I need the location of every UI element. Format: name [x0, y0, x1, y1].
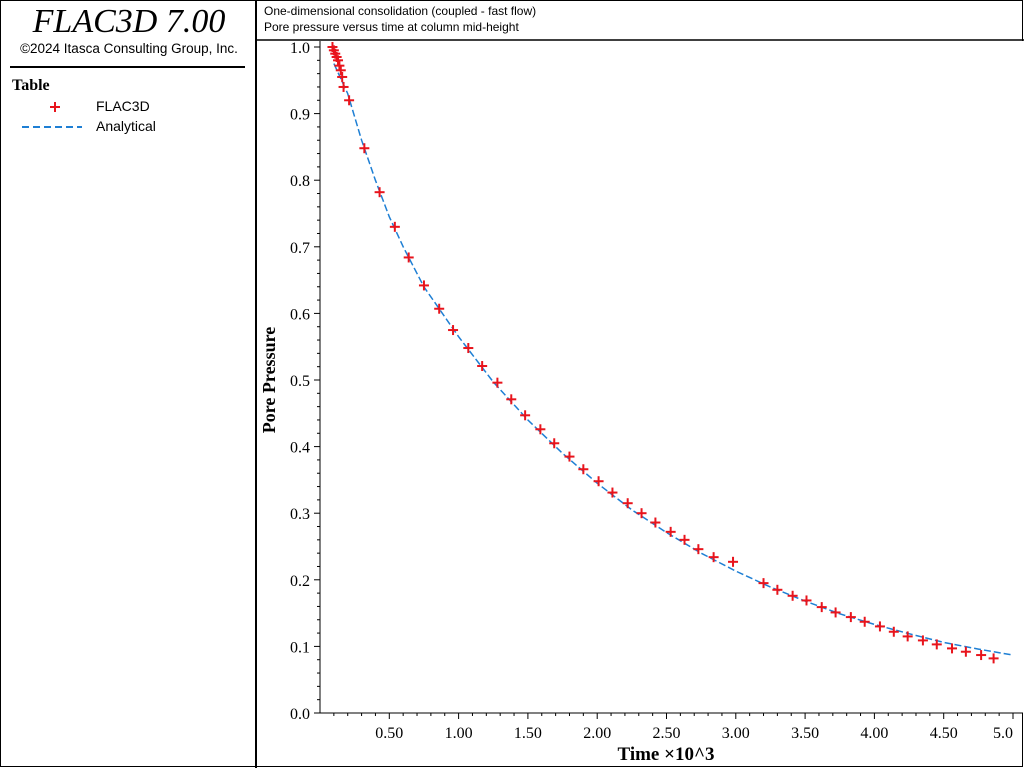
y-axis-title: Pore Pressure	[259, 327, 279, 433]
flac3d-data-point	[564, 451, 575, 462]
flac3d-data-point	[874, 621, 885, 632]
flac3d-data-point	[593, 476, 604, 487]
flac3d-data-point	[947, 643, 958, 654]
flac3d-data-point	[917, 635, 928, 646]
x-tick-label: 2.00	[583, 725, 611, 742]
y-tick-label: 0.7	[290, 240, 310, 257]
y-tick-label: 0.5	[290, 373, 310, 390]
flac3d-data-point	[728, 556, 739, 567]
flac3d-data-point	[448, 325, 459, 336]
flac3d-data-point	[988, 653, 999, 664]
y-tick-label: 0.8	[290, 173, 310, 190]
flac3d-data-point	[708, 552, 719, 563]
y-tick-label: 0.6	[290, 306, 310, 323]
chart-caption-line-1: One-dimensional consolidation (coupled -…	[264, 4, 537, 18]
y-tick-label: 0.9	[290, 107, 310, 124]
flac3d-data-point	[960, 646, 971, 657]
flac3d-data-point	[902, 631, 913, 642]
x-tick-label: 3.50	[791, 725, 819, 742]
app-title: FLAC3D 7.00	[32, 3, 226, 40]
flac3d-data-point	[335, 65, 346, 76]
plot-area: 0.0 0.1 0.2 0.3 0.4 0.5 0.6 0.7 0.8 0.9 1.0 0.50 1.…	[290, 40, 1023, 742]
flac3d-data-point	[403, 252, 414, 263]
flac3d-data-point	[679, 534, 690, 545]
flac3d-data-point	[492, 377, 503, 388]
flac3d-data-point	[976, 650, 987, 661]
flac3d-data-point	[859, 616, 870, 627]
flac3d-data-point	[650, 517, 661, 528]
flac3d-data-point	[665, 526, 676, 537]
flac3d-data-point	[888, 626, 899, 637]
plot-background	[320, 41, 1023, 713]
y-tick-label: 0.1	[290, 639, 310, 656]
y-axis-ticks: 0.0 0.1 0.2 0.3 0.4 0.5 0.6 0.7 0.8 0.9 1.0	[290, 40, 320, 723]
flac3d-data-point	[787, 590, 798, 601]
y-tick-label: 0.0	[290, 706, 310, 723]
x-tick-label: 2.50	[653, 725, 681, 742]
flac3d-data-point	[463, 343, 474, 354]
flac3d-data-point	[477, 361, 488, 372]
flac3d-data-point	[693, 544, 704, 555]
flac3d-data-point	[389, 221, 400, 232]
flac3d-data-point	[506, 394, 517, 405]
flac3d-data-point	[535, 424, 546, 435]
flac3d-data-point	[344, 95, 355, 106]
flac3d-data-point	[374, 187, 385, 198]
x-axis-title: Time ×10^3	[618, 744, 715, 765]
flac3d-data-point	[359, 143, 370, 154]
flac3d-data-point	[520, 410, 531, 421]
x-tick-label: 0.50	[375, 725, 403, 742]
legend-marker-flac3d	[50, 102, 60, 112]
x-axis-ticks: 0.50 1.00 1.50 2.00 2.50 3.00 3.50 4.00 4.50 5.0	[333, 713, 1014, 742]
y-tick-label: 0.3	[290, 506, 310, 523]
flac3d-data-point	[830, 607, 841, 618]
x-tick-label: 3.00	[722, 725, 750, 742]
flac3d-data-point	[931, 639, 942, 650]
chart-caption-line-2: Pore pressure versus time at column mid-…	[264, 20, 519, 34]
x-tick-label: 5.0	[993, 725, 1013, 742]
flac3d-data-point	[636, 508, 647, 519]
y-tick-label: 0.2	[290, 573, 310, 590]
flac3d-data-point	[338, 81, 349, 92]
x-tick-label: 4.50	[930, 725, 958, 742]
flac3d-data-point	[434, 303, 445, 314]
flac3d-data-point	[801, 595, 812, 606]
flac3d-data-point	[622, 498, 633, 509]
flac3d-data-point	[334, 60, 345, 71]
flac3d-data-point	[845, 612, 856, 623]
flac3d-data-point	[772, 584, 783, 595]
y-tick-label: 0.4	[290, 440, 310, 457]
flac3d-data-point	[578, 464, 589, 475]
flac3d-data-point	[418, 280, 429, 291]
legend-label-analytical: Analytical	[96, 118, 156, 134]
flac3d-data-point	[816, 602, 827, 613]
flac3d-data-point	[337, 71, 348, 82]
copyright-notice: ©2024 Itasca Consulting Group, Inc.	[20, 41, 238, 56]
flac3d-data-point	[333, 55, 344, 66]
flac3d-data-point	[607, 487, 618, 498]
legend-heading: Table	[12, 77, 50, 94]
flac3d-data-point	[549, 438, 560, 449]
x-tick-label: 4.00	[860, 725, 888, 742]
legend-label-flac3d: FLAC3D	[96, 98, 150, 114]
y-tick-label: 1.0	[290, 40, 310, 57]
x-tick-label: 1.00	[445, 725, 473, 742]
series-flac3d-markers	[327, 42, 999, 664]
flac3d-data-point	[758, 578, 769, 589]
x-tick-label: 1.50	[514, 725, 542, 742]
